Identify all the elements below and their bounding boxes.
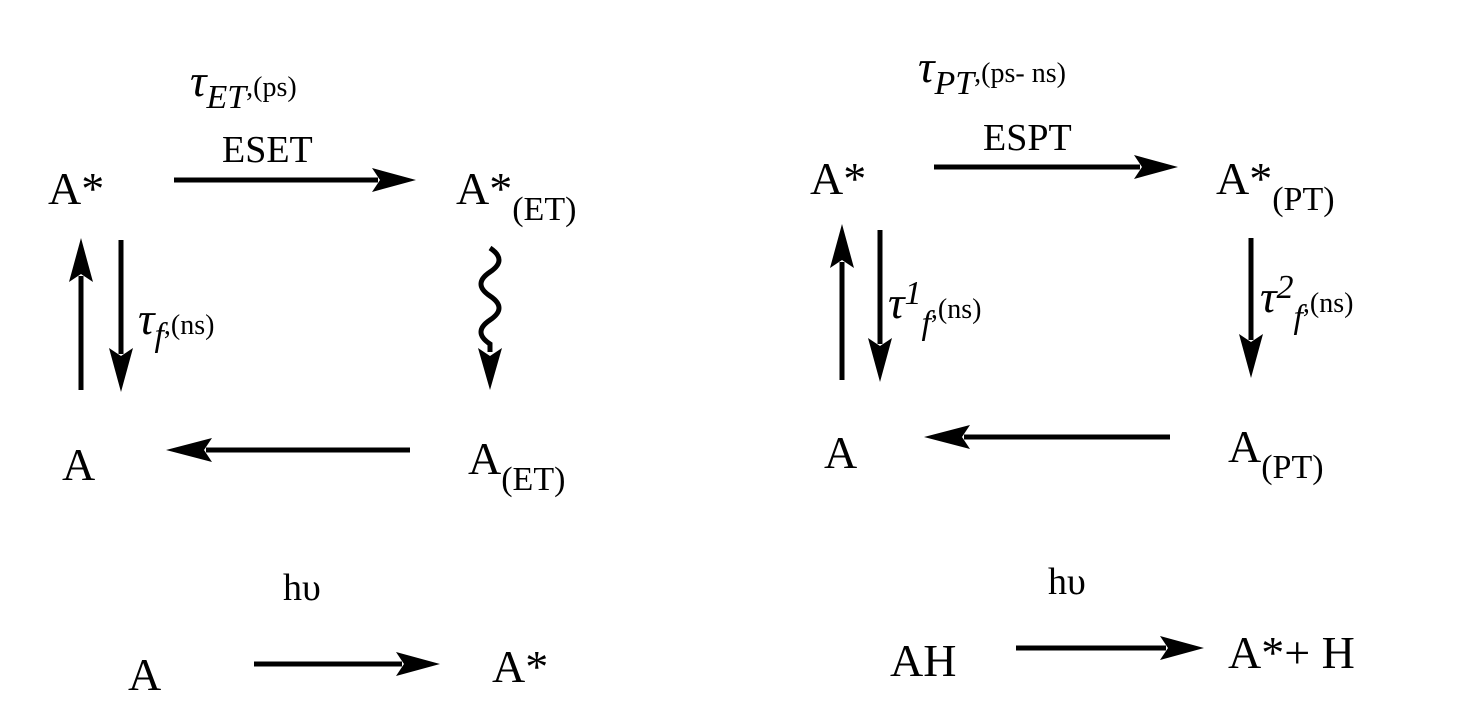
left-fluor-tau-label: τf,(ns)	[138, 293, 214, 354]
right-hv-label: hυ	[1048, 561, 1086, 603]
left-return-arrow	[166, 438, 410, 462]
right-eq-from: AH	[890, 635, 956, 686]
left-node-ground: A	[62, 439, 95, 490]
left-up-arrow	[69, 238, 93, 390]
right-down-arrow-1	[868, 230, 892, 382]
left-node-ground-et: A(ET)	[468, 433, 565, 498]
right-return-arrow	[924, 425, 1170, 449]
right-espt-label: ESPT	[983, 117, 1072, 159]
left-eq-arrow	[254, 652, 440, 676]
right-eq-arrow	[1016, 636, 1204, 660]
right-fluor1-tau-label: τ1f,(ns)	[888, 275, 981, 342]
left-wavy-arrow	[478, 245, 502, 390]
right-eq-to: A*+ H	[1228, 627, 1355, 678]
right-tau-label: τPT,(ps- ns)	[918, 41, 1066, 102]
left-hv-label: hυ	[283, 567, 321, 609]
left-scheme: τET,(ps) ESET A* A*(ET) τf,(ns)	[48, 55, 576, 700]
right-scheme: τPT,(ps- ns) ESPT A* A*(PT) τ1f,(ns)	[810, 41, 1355, 686]
left-node-excited-et: A*(ET)	[456, 163, 576, 228]
left-node-excited: A*	[48, 163, 104, 214]
left-tau-label: τET,(ps)	[190, 55, 297, 116]
right-espt-arrow	[934, 155, 1178, 179]
right-down-arrow-2	[1239, 238, 1263, 378]
right-node-excited: A*	[810, 153, 866, 204]
left-eq-from: A	[128, 649, 161, 700]
left-eset-arrow	[174, 168, 416, 192]
left-down-arrow	[109, 240, 133, 392]
left-eset-label: ESET	[222, 129, 313, 171]
right-node-ground-pt: A(PT)	[1228, 421, 1324, 486]
right-node-ground: A	[824, 427, 857, 478]
right-fluor2-tau-label: τ2f,(ns)	[1260, 269, 1353, 336]
right-up-arrow	[830, 224, 854, 380]
right-node-excited-pt: A*(PT)	[1216, 153, 1335, 218]
left-eq-to: A*	[492, 641, 548, 692]
